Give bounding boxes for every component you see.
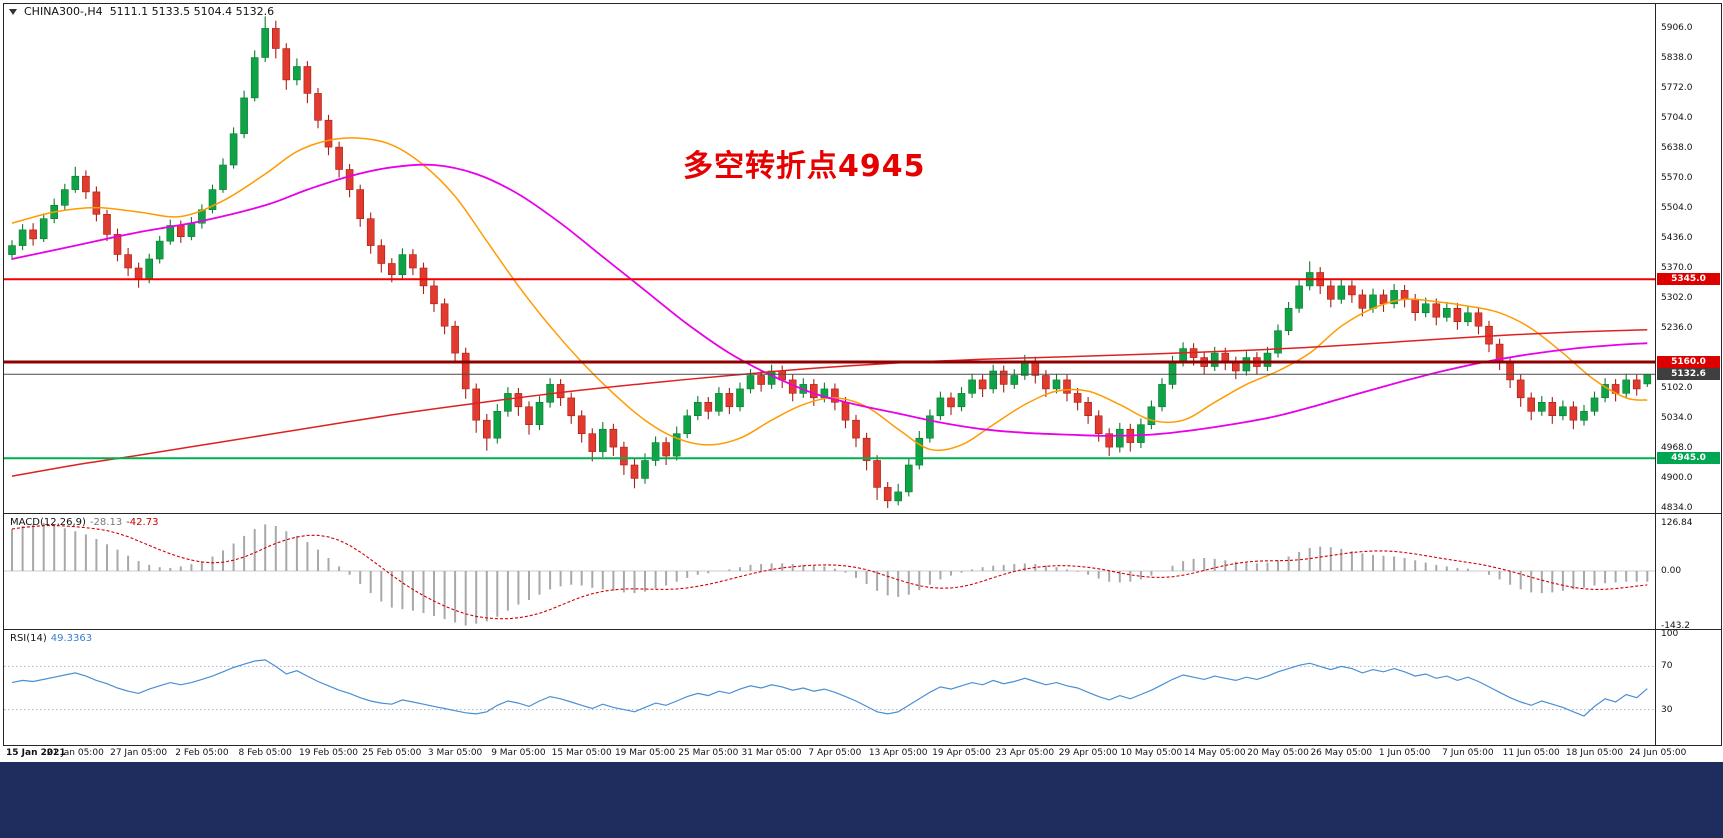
time-axis-label: 3 Mar 05:00 [427,748,483,758]
annotation-text: 多空转折点4945 [683,149,926,184]
rsi-value: 49.3363 [50,633,93,644]
macd-panel-separator [3,513,1722,514]
candlestick-chart-canvas[interactable] [4,4,1655,513]
time-axis-label: 2 Feb 05:00 [175,748,229,758]
symbol-timeframe-label: CHINA300-,H4 [24,5,103,18]
time-axis-label: 31 Mar 05:00 [741,748,802,758]
frame-bottom-border [3,745,1722,746]
price-axis-label: 5638.0 [1661,143,1693,153]
rsi-chart-canvas[interactable] [4,630,1655,745]
price-axis-label: 5102.0 [1661,383,1693,393]
chart-header: CHINA300-,H4 5111.1 5133.5 5104.4 5132.6 [9,5,274,18]
frame-left-border [3,3,4,746]
time-axis-label: 18 Jun 05:00 [1565,748,1624,758]
price-axis-label: 5436.0 [1661,233,1693,244]
time-axis-label: 19 Apr 05:00 [932,748,991,758]
frame-right-border [1721,3,1722,746]
price-axis-label: 5504.0 [1661,203,1693,213]
bottom-bar [0,762,1723,838]
time-axis-label: 20 May 05:00 [1247,748,1309,758]
time-axis-label: 13 Apr 05:00 [868,748,928,758]
time-axis-label: 11 Jun 05:00 [1502,748,1560,758]
macd-axis-label: 0.00 [1661,566,1682,576]
macd-main-value: -28.13 [89,517,123,528]
time-axis-label: 26 May 05:00 [1310,748,1373,758]
price-axis-label: 5838.0 [1661,53,1693,64]
macd-indicator-label: MACD(12,26,9) -28.13 -42.73 [10,517,158,528]
time-axis-label: 14 May 05:00 [1183,748,1246,758]
price-axis-label: 5236.0 [1661,323,1693,333]
macd-axis-label: -143.2 [1661,620,1691,631]
time-axis-label: 24 Jun 05:00 [1629,748,1687,758]
price-axis-label: 5704.0 [1661,113,1693,124]
price-axis-label: 5570.0 [1661,173,1693,184]
price-badge: 5132.6 [1657,368,1720,381]
price-axis-label: 5302.0 [1661,293,1693,304]
rsi-indicator-label: RSI(14) 49.3363 [10,633,92,644]
rsi-panel-separator [3,629,1722,630]
price-axis-label: 5906.0 [1661,23,1693,33]
macd-signal-value: -42.73 [126,517,159,528]
macd-axis-label: 126.84 [1661,517,1693,528]
macd-chart-canvas[interactable] [4,514,1655,629]
time-axis-label: 29 Apr 05:00 [1058,748,1118,758]
price-axis-label: 4834.0 [1661,503,1693,513]
price-badge: 5160.0 [1657,356,1720,369]
symbol-marker-icon [9,8,17,15]
rsi-axis-label: 70 [1661,661,1673,672]
price-axis-label: 4968.0 [1661,443,1693,453]
time-axis-label: 25 Mar 05:00 [678,748,739,758]
time-axis-label: 7 Apr 05:00 [808,748,862,758]
frame-top-border [3,3,1722,4]
time-axis-label: 21 Jan 05:00 [46,748,104,758]
time-axis-label: 19 Mar 05:00 [614,748,676,758]
time-axis-label: 15 Mar 05:00 [551,748,612,758]
rsi-axis-label: 30 [1661,704,1673,715]
price-axis-label: 5370.0 [1661,263,1693,273]
price-axis-label: 5034.0 [1661,413,1693,424]
time-axis-label: 8 Feb 05:00 [238,748,292,758]
price-axis-label: 5772.0 [1661,83,1693,93]
time-axis-label: 19 Feb 05:00 [298,748,359,758]
time-axis-label: 10 May 05:00 [1120,748,1183,758]
ohlc-values: 5111.1 5133.5 5104.4 5132.6 [109,5,275,18]
time-axis-label: 1 Jun 05:00 [1378,748,1431,758]
rsi-name: RSI(14) [10,633,47,644]
rsi-axis-label: 100 [1661,629,1679,639]
time-axis-label: 23 Apr 05:00 [995,748,1055,758]
price-axis-label: 4900.0 [1661,473,1693,484]
price-badge: 5345.0 [1657,273,1720,286]
time-axis-label: 15 Jan 2021 [6,748,66,758]
time-axis-label: 7 Jun 05:00 [1442,748,1494,758]
time-axis-label: 9 Mar 05:00 [491,748,546,758]
time-axis-label: 27 Jan 05:00 [110,748,168,758]
price-axis-separator [1655,3,1656,746]
price-badge: 4945.0 [1657,452,1720,465]
macd-name: MACD(12,26,9) [10,517,86,528]
time-axis[interactable]: 15 Jan 2021 21 Jan 05:00 27 Jan 05:00 2 Feb… [0,747,1723,762]
price-axis[interactable]: 5906.0 5838.0 5772.0 5704.0 5638.0 5570.0 5504… [1656,0,1723,762]
time-axis-label: 25 Feb 05:00 [362,748,422,758]
